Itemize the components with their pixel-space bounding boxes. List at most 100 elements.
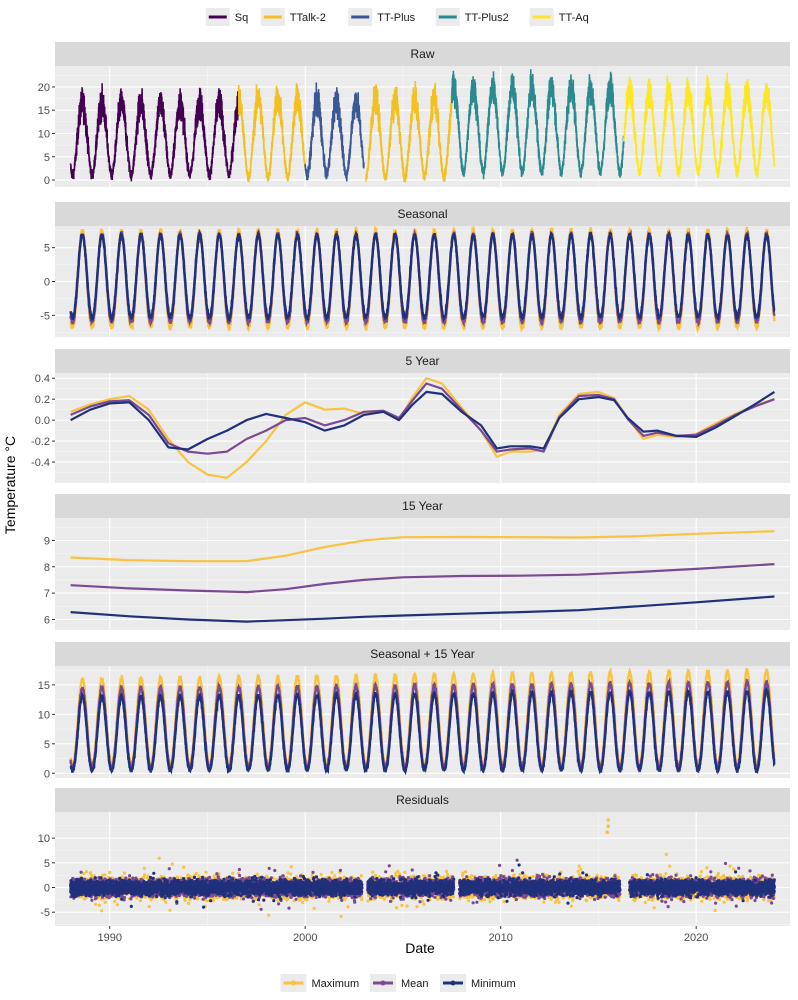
legend-item-ttalk-2: TTalk-2: [260, 8, 326, 26]
residual-point: [196, 897, 200, 901]
legend-item-tt-plus2: TT-Plus2: [435, 8, 509, 26]
series-tt-aq: [623, 72, 776, 179]
residual-point: [257, 903, 261, 907]
legend-item-tt-plus: TT-Plus: [348, 8, 416, 26]
panel-data: [69, 666, 776, 776]
residual-point: [589, 896, 593, 900]
panel-background: [55, 812, 790, 926]
residual-point: [382, 897, 386, 902]
panel-strip: [55, 788, 790, 812]
residual-point: [194, 871, 198, 876]
residual-point: [366, 899, 370, 903]
legend-top: Sq TTalk-2 TT-Plus TT-Plus2 TT-Aq: [205, 8, 589, 26]
residual-point: [142, 875, 146, 880]
residual-point: [445, 872, 450, 877]
residual-point: [108, 870, 112, 875]
legend-label: TT-Aq: [559, 12, 589, 24]
residual-point: [265, 875, 269, 879]
y-tick-label: 0: [44, 277, 50, 289]
residual-point: [396, 869, 400, 873]
residual-point: [339, 914, 343, 918]
residual-point: [576, 869, 580, 874]
series-minimum: [70, 595, 775, 623]
residual-point: [286, 871, 290, 875]
residual-point: [518, 872, 522, 877]
residual-point: [467, 899, 471, 903]
residual-point: [483, 898, 487, 902]
y-tick-label: -0.4: [31, 457, 50, 469]
residual-point: [445, 869, 449, 874]
residual-point: [442, 875, 446, 879]
residual-point: [569, 904, 573, 908]
residual-point: [359, 874, 363, 878]
y-tick-label: 0.2: [35, 394, 50, 406]
residual-point: [585, 899, 589, 903]
series-maximum: [70, 377, 775, 479]
residual-point: [103, 873, 107, 877]
residual-point: [147, 905, 151, 909]
residual-point: [188, 898, 192, 902]
residual-point: [97, 903, 101, 907]
residual-point: [403, 870, 407, 875]
panel-title: Seasonal + 15 Year: [370, 647, 474, 661]
residual-point: [647, 897, 651, 902]
residual-point: [371, 870, 375, 874]
series-minimum: [70, 390, 775, 451]
series-minimum: [69, 686, 776, 776]
series-mean: [70, 382, 775, 455]
y-tick-label: 9: [44, 535, 50, 547]
residual-point: [494, 873, 498, 878]
panel-5-year: 5 Year-0.4-0.20.00.20.4: [31, 349, 790, 483]
residual-point: [231, 871, 235, 876]
series-maximum: [70, 530, 775, 563]
residual-point: [115, 903, 119, 907]
series-tt-plus: [304, 82, 365, 182]
y-tick-label: 10: [38, 709, 50, 721]
y-tick-label: 5: [44, 243, 50, 255]
panel-strip: [55, 642, 790, 666]
residual-point: [305, 898, 309, 902]
residual-point: [502, 900, 506, 904]
panel-strip: [55, 494, 790, 518]
y-tick-label: 7: [44, 588, 50, 600]
residual-point: [254, 897, 258, 902]
residual-point: [330, 871, 334, 875]
residual-point: [531, 874, 535, 879]
panel-title: Seasonal: [397, 207, 447, 221]
residual-point: [138, 899, 142, 903]
residual-point: [463, 870, 468, 874]
panel-strip: [55, 42, 790, 66]
residual-point: [360, 898, 364, 902]
panel-data: [69, 226, 776, 335]
residual-point: [143, 873, 147, 877]
series-tt-plus2: [451, 69, 625, 180]
residual-point: [113, 899, 117, 904]
panel-data: [69, 818, 776, 918]
residual-point: [164, 900, 168, 904]
residual-point: [182, 865, 186, 869]
panel-background: [55, 373, 790, 483]
legend-label: Sq: [235, 12, 248, 24]
residual-point: [319, 872, 323, 877]
panel-seasonal: Seasonal-505: [40, 202, 790, 337]
series-mean: [70, 563, 775, 594]
residual-point: [557, 900, 561, 905]
residual-point: [289, 865, 293, 869]
residual-point: [100, 909, 104, 913]
legend-label: TTalk-2: [290, 12, 326, 24]
y-tick-label: 15: [38, 105, 50, 117]
panel-data: [70, 530, 775, 623]
residual-point: [415, 905, 419, 909]
panel-title: 15 Year: [402, 499, 443, 513]
residual-point: [205, 899, 209, 903]
y-tick-label: 8: [44, 562, 50, 574]
residual-point: [84, 870, 89, 874]
y-tick-label: 5: [44, 858, 50, 870]
residual-point: [635, 873, 639, 878]
residual-point: [639, 876, 644, 880]
residual-point: [175, 875, 180, 879]
